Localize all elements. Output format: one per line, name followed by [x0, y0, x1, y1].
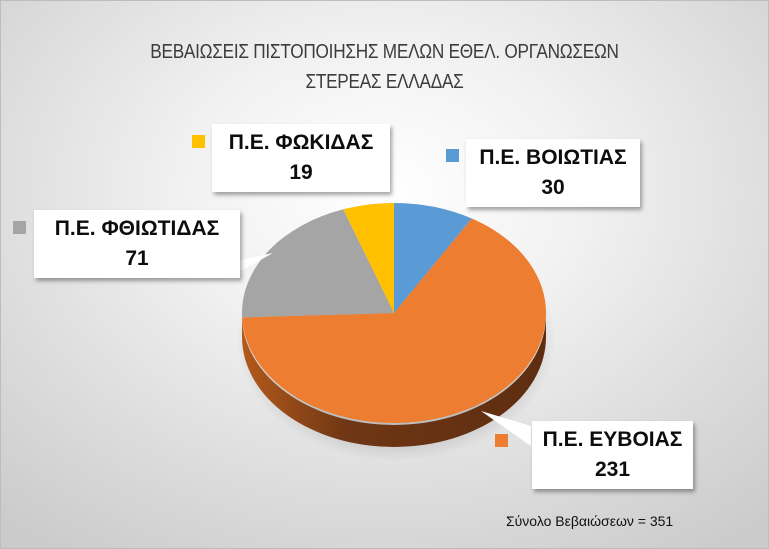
slice-euboia[interactable]	[242, 218, 546, 423]
legend-swatch-boiotia	[446, 149, 459, 162]
chart-title-line-2: ΣΤΕΡΕΑΣ ΕΛΛΑΔΑΣ	[305, 71, 464, 93]
slice-fokida[interactable]	[343, 203, 394, 313]
label-name: Π.Ε. ΦΘΙΩΤΙΔΑΣ	[54, 217, 220, 240]
label-name: Π.Ε. ΦΩΚΙΔΑΣ	[228, 131, 374, 154]
data-label-fokida: Π.Ε. ΦΩΚΙΔΑΣ 19	[212, 124, 390, 192]
legend-swatch-fthiotida	[13, 221, 26, 234]
slice-fthiotida[interactable]	[241, 209, 394, 318]
pie-side-euboia	[242, 315, 546, 447]
slice-boiotia[interactable]	[394, 203, 472, 313]
chart-title: ΒΕΒΑΙΩΣΕΙΣ ΠΙΣΤΟΠΟΙΗΣΗΣ ΜΕΛΩΝ ΕΘΕΛ. ΟΡΓΑ…	[55, 37, 715, 97]
label-value: 19	[289, 161, 313, 184]
label-name: Π.Ε. ΒΟΙΩΤΙΑΣ	[479, 146, 627, 169]
legend-swatch-fokida	[192, 135, 205, 148]
leader-euboia	[481, 411, 531, 446]
data-label-fthiotida: Π.Ε. ΦΘΙΩΤΙΔΑΣ 71	[34, 210, 240, 278]
label-value: 231	[594, 458, 631, 481]
legend-swatch-euboia	[495, 434, 508, 447]
data-label-boiotia: Π.Ε. ΒΟΙΩΤΙΑΣ 30	[466, 139, 640, 207]
label-value: 30	[541, 176, 565, 199]
chart-title-line-1: ΒΕΒΑΙΩΣΕΙΣ ΠΙΣΤΟΠΟΙΗΣΗΣ ΜΕΛΩΝ ΕΘΕΛ. ΟΡΓΑ…	[150, 41, 619, 63]
data-label-euboia: Π.Ε. ΕΥΒΟΙΑΣ 231	[532, 421, 693, 489]
label-name: Π.Ε. ΕΥΒΟΙΑΣ	[542, 428, 683, 451]
total-annotation: Σύνολο Βεβαιώσεων = 351	[506, 513, 674, 529]
label-value: 71	[125, 247, 149, 270]
